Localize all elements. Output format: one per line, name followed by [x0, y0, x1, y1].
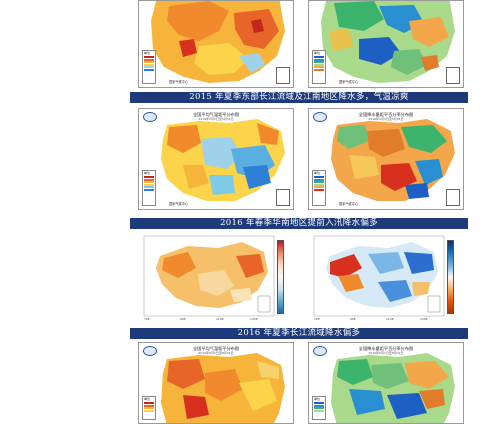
legend-title: 单位 — [144, 171, 151, 175]
south-china-sea-inset — [276, 67, 290, 84]
map-title: 全国降水量距平百分率分布图 — [358, 346, 414, 351]
map-2016-summer-temperature: 全国平均气温距平分布图 2016年6月1日至8月31日 单位 — [138, 342, 294, 424]
map-title: 全国降水量距平百分率分布图 — [358, 112, 414, 117]
map-title: 全国平均气温距平分布图 — [192, 112, 240, 117]
map-source: 国家气候中心 — [339, 80, 359, 84]
map-source: 国家气候中心 — [169, 80, 189, 84]
map-source: 国家气候中心 — [339, 202, 359, 206]
map-subtitle: 2016年6月1日至8月31日 — [368, 351, 404, 355]
map-subtitle: 2016年6月1日至8月31日 — [198, 351, 234, 355]
map-legend: 单位 — [142, 170, 156, 206]
x-tick: 90E — [350, 317, 356, 321]
map-title: 全国平均气温距平分布图 — [192, 346, 240, 351]
legend-title: 单位 — [144, 51, 151, 55]
south-china-sea-inset — [276, 189, 290, 206]
legend-title: 单位 — [314, 51, 321, 55]
section-banner-2016-summer: 2016 年夏季长江流域降水偏多 — [130, 328, 468, 339]
cma-logo-icon — [313, 112, 327, 122]
map-legend: 单位 — [312, 396, 326, 420]
section-banner-2015-summer: 2015 年夏季东部长江流域及江南地区降水多，气温凉爽 — [130, 92, 468, 103]
x-tick: 90E — [180, 317, 186, 321]
map-forecast-precipitation-anomaly: 70E 90E 110E 130E — [308, 234, 464, 324]
south-china-sea-inset — [446, 67, 460, 84]
section-banner-2016-spring: 2016 年春季华南地区提前入汛降水偏多 — [130, 218, 468, 229]
map-2016-spring-precipitation: 全国降水量距平百分率分布图 2016年3月1日至5月31日 单位 国家气候中心 — [308, 108, 464, 210]
x-tick: 110E — [386, 317, 394, 321]
cma-logo-icon — [143, 112, 157, 122]
map-legend: 单位 — [142, 50, 156, 84]
legend-title: 单位 — [314, 171, 321, 175]
cma-logo-icon — [313, 346, 327, 356]
map-2015-summer-temperature: 单位 国家气候中心 — [138, 0, 294, 88]
x-tick: 130E — [420, 317, 428, 321]
precipitation-colorbar — [447, 240, 454, 314]
map-source: 国家气候中心 — [169, 202, 189, 206]
x-tick: 70E — [144, 317, 150, 321]
map-legend: 单位 — [312, 50, 326, 84]
map-2016-spring-temperature: 全国平均气温距平分布图 2016年3月1日至5月31日 单位 国家气候中心 — [138, 108, 294, 210]
legend-title: 单位 — [144, 397, 151, 401]
map-2015-summer-precipitation: 单位 国家气候中心 — [308, 0, 464, 88]
map-forecast-temperature-anomaly: 70E 90E 110E 130E — [138, 234, 294, 324]
map-subtitle: 2016年3月1日至5月31日 — [368, 117, 404, 121]
temperature-colorbar — [277, 240, 284, 314]
map-2016-summer-precipitation: 全国降水量距平百分率分布图 2016年6月1日至8月31日 单位 — [308, 342, 464, 424]
map-subtitle: 2016年3月1日至5月31日 — [198, 117, 234, 121]
map-legend: 单位 — [142, 396, 156, 420]
map-legend: 单位 — [312, 170, 326, 206]
cma-logo-icon — [143, 346, 157, 356]
south-china-sea-inset — [446, 189, 460, 206]
x-tick: 70E — [314, 317, 320, 321]
x-tick: 130E — [250, 317, 258, 321]
legend-title: 单位 — [314, 397, 321, 401]
x-tick: 110E — [216, 317, 224, 321]
